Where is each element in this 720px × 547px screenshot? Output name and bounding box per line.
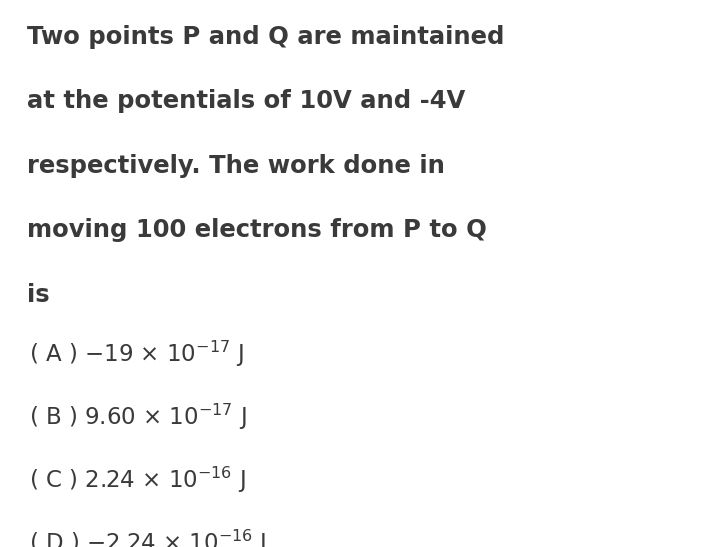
Text: moving 100 electrons from P to Q: moving 100 electrons from P to Q <box>27 218 487 242</box>
Text: ( C ) 2.24 × 10$^{-16}$ J: ( C ) 2.24 × 10$^{-16}$ J <box>29 465 246 495</box>
Text: ( D ) −2.24 × 10$^{-16}$ J: ( D ) −2.24 × 10$^{-16}$ J <box>29 528 266 547</box>
Text: ( B ) 9.60 × 10$^{-17}$ J: ( B ) 9.60 × 10$^{-17}$ J <box>29 402 246 432</box>
Text: Two points P and Q are maintained: Two points P and Q are maintained <box>27 25 505 49</box>
Text: at the potentials of 10V and -4V: at the potentials of 10V and -4V <box>27 89 466 113</box>
Text: respectively. The work done in: respectively. The work done in <box>27 154 445 178</box>
Text: is: is <box>27 283 50 307</box>
Text: ( A ) −19 × 10$^{-17}$ J: ( A ) −19 × 10$^{-17}$ J <box>29 339 243 369</box>
